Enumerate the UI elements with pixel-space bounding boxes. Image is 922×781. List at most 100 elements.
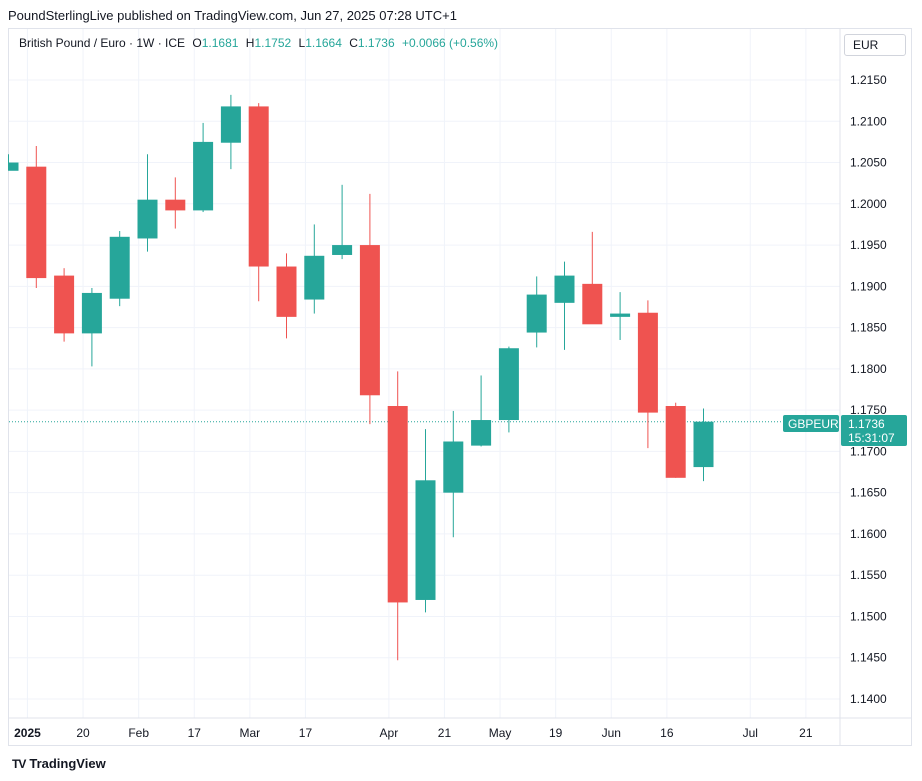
candle <box>193 122 214 213</box>
candle <box>137 154 158 252</box>
y-tick-label: 1.1400 <box>850 692 887 706</box>
candle <box>498 346 519 433</box>
candle <box>415 429 436 613</box>
candle <box>109 231 130 307</box>
y-tick-label: 1.1550 <box>850 568 887 582</box>
y-tick-label: 1.1850 <box>850 321 887 335</box>
y-tick-label: 1.1750 <box>850 403 887 417</box>
x-tick-label: 19 <box>549 726 563 740</box>
x-tick-label: 2025 <box>14 726 41 740</box>
y-tick-label: 1.2100 <box>850 114 887 128</box>
high-value: 1.1752 <box>254 36 292 50</box>
candle-body <box>220 106 241 143</box>
candle <box>165 177 186 229</box>
candle-body <box>693 421 714 468</box>
candle <box>248 103 269 302</box>
y-tick-label: 1.2000 <box>850 197 887 211</box>
y-tick-label: 1.1600 <box>850 527 887 541</box>
candle <box>220 94 241 170</box>
candle <box>443 410 464 538</box>
candle-body <box>54 275 75 334</box>
y-tick-label: 1.2150 <box>850 73 887 87</box>
price-tag: GBPEUR 1.1736 15:31:07 <box>783 415 907 446</box>
open-label: O <box>192 36 202 50</box>
candle-body <box>137 199 158 239</box>
candle <box>54 268 75 342</box>
candle-body <box>443 441 464 493</box>
y-tick-label: 1.1900 <box>850 279 887 293</box>
currency-button[interactable]: EUR <box>844 34 906 56</box>
x-tick-label: 21 <box>438 726 452 740</box>
grid-lines <box>9 79 840 700</box>
candle-body <box>26 166 47 279</box>
tradingview-logo-text: TradingView <box>29 756 106 771</box>
candle-body <box>498 348 519 421</box>
symbol-legend: British Pound / Euro · 1W · ICE O1.1681 … <box>19 36 498 50</box>
candle-body <box>248 106 269 267</box>
candle <box>332 184 353 260</box>
candle <box>81 287 102 367</box>
y-tick-label: 1.1950 <box>850 238 887 252</box>
candle-body <box>610 313 631 317</box>
candle <box>693 408 714 482</box>
candle-body <box>387 406 408 603</box>
candle <box>610 292 631 340</box>
candle-body <box>276 266 297 317</box>
x-tick-label: 17 <box>299 726 313 740</box>
candle-body <box>165 199 186 211</box>
y-tick-label: 1.1450 <box>850 651 887 665</box>
candle-body <box>415 480 436 600</box>
low-value: 1.1664 <box>305 36 342 50</box>
candle-body <box>109 236 130 299</box>
price-tag-countdown: 15:31:07 <box>848 431 895 445</box>
candle <box>8 154 19 171</box>
change-value: +0.0066 (+0.56%) <box>401 36 499 50</box>
candle-body <box>9 162 19 171</box>
publisher-line: PoundSterlingLive published on TradingVi… <box>8 8 457 23</box>
x-tick-label: Mar <box>240 726 261 740</box>
candle <box>359 193 380 425</box>
price-axis: 1.1400 1.1450 1.1500 1.1550 1.1600 1.1650 1.17… <box>850 73 887 706</box>
x-tick-label: 20 <box>76 726 90 740</box>
time-axis: 2025 20 Feb 17 Mar 17 Apr 21 May 19 Jun 16 Jul 21 <box>14 726 813 740</box>
tradingview-logo[interactable]: TV TradingView <box>12 756 106 771</box>
candle-body <box>304 255 325 300</box>
x-tick-label: 17 <box>188 726 202 740</box>
x-tick-label: Jul <box>743 726 758 740</box>
candle-body <box>471 420 492 446</box>
x-tick-label: Feb <box>128 726 149 740</box>
candle <box>637 300 658 449</box>
candle-body <box>359 245 380 396</box>
close-label: C <box>349 36 358 50</box>
candle <box>387 371 408 661</box>
candle <box>304 224 325 314</box>
y-tick-label: 1.1800 <box>850 362 887 376</box>
candle <box>526 276 547 348</box>
candle-body <box>554 275 575 303</box>
tradingview-logo-icon: TV <box>12 756 26 771</box>
candle <box>554 261 575 350</box>
y-tick-label: 1.1700 <box>850 444 887 458</box>
y-tick-label: 1.1500 <box>850 609 887 623</box>
x-tick-label: Jun <box>602 726 621 740</box>
price-tag-price: 1.1736 <box>848 417 885 431</box>
y-tick-label: 1.2050 <box>850 156 887 170</box>
x-tick-label: May <box>489 726 512 740</box>
candle-body <box>332 245 353 255</box>
candle-body <box>665 406 686 478</box>
open-value: 1.1681 <box>201 36 239 50</box>
candle <box>665 402 686 478</box>
x-tick-label: Apr <box>380 726 399 740</box>
candle-body <box>582 283 603 325</box>
chart-frame <box>8 28 912 746</box>
close-value: 1.1736 <box>357 36 395 50</box>
symbol-name[interactable]: British Pound / Euro · 1W · ICE <box>19 36 186 50</box>
candle-body <box>526 294 547 333</box>
low-label: L <box>298 36 306 50</box>
price-tag-symbol: GBPEUR <box>788 417 839 431</box>
candle <box>26 146 47 288</box>
candle <box>582 231 603 325</box>
candle-body <box>81 292 102 334</box>
y-tick-label: 1.1650 <box>850 486 887 500</box>
